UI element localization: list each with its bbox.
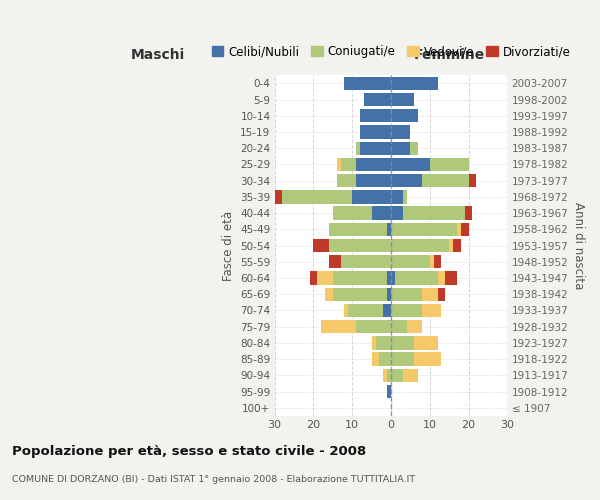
Legend: Celibi/Nubili, Coniugati/e, Vedovi/e, Divorziati/e: Celibi/Nubili, Coniugati/e, Vedovi/e, Di…	[207, 40, 575, 63]
Bar	[391, 126, 410, 138]
Bar	[391, 142, 410, 155]
Bar	[356, 142, 360, 155]
Bar	[453, 239, 461, 252]
Bar	[437, 288, 445, 301]
Text: Femmine: Femmine	[413, 48, 485, 62]
Text: Popolazione per età, sesso e stato civile - 2008: Popolazione per età, sesso e stato civil…	[12, 444, 366, 458]
Bar	[329, 239, 391, 252]
Bar	[422, 174, 469, 188]
Bar	[449, 239, 453, 252]
Bar	[422, 304, 442, 317]
Bar	[387, 385, 391, 398]
Bar	[337, 174, 356, 188]
Bar	[329, 255, 341, 268]
Bar	[360, 126, 391, 138]
Bar	[415, 336, 437, 349]
Bar	[310, 272, 317, 284]
Bar	[344, 304, 349, 317]
Bar	[434, 255, 442, 268]
Bar	[383, 304, 391, 317]
Bar	[391, 190, 403, 203]
Bar	[391, 352, 415, 366]
Bar	[391, 206, 403, 220]
Bar	[391, 174, 422, 188]
Bar	[356, 174, 391, 188]
Bar	[333, 206, 371, 220]
Bar	[391, 222, 457, 236]
Bar	[469, 174, 476, 188]
Bar	[391, 336, 415, 349]
Bar	[356, 158, 391, 171]
Bar	[275, 190, 283, 203]
Bar	[325, 288, 333, 301]
Bar	[356, 320, 391, 334]
Bar	[371, 206, 391, 220]
Bar	[391, 272, 395, 284]
Bar	[430, 255, 434, 268]
Bar	[391, 239, 449, 252]
Bar	[415, 352, 442, 366]
Bar	[349, 304, 383, 317]
Bar	[391, 93, 415, 106]
Bar	[333, 272, 387, 284]
Bar	[430, 158, 469, 171]
Bar	[352, 190, 391, 203]
Bar	[283, 190, 352, 203]
Bar	[391, 304, 422, 317]
Bar	[391, 368, 403, 382]
Bar	[461, 222, 469, 236]
Bar	[376, 336, 391, 349]
Bar	[317, 272, 333, 284]
Bar	[371, 336, 376, 349]
Bar	[364, 93, 391, 106]
Bar	[407, 320, 422, 334]
Bar	[360, 109, 391, 122]
Y-axis label: Fasce di età: Fasce di età	[221, 210, 235, 280]
Bar	[437, 272, 445, 284]
Bar	[422, 288, 437, 301]
Y-axis label: Anni di nascita: Anni di nascita	[572, 202, 585, 290]
Bar	[341, 255, 391, 268]
Bar	[383, 368, 387, 382]
Bar	[387, 272, 391, 284]
Text: COMUNE DI DORZANO (BI) - Dati ISTAT 1° gennaio 2008 - Elaborazione TUTTITALIA.IT: COMUNE DI DORZANO (BI) - Dati ISTAT 1° g…	[12, 475, 415, 484]
Bar	[457, 222, 461, 236]
Bar	[344, 77, 391, 90]
Bar	[445, 272, 457, 284]
Bar	[387, 288, 391, 301]
Bar	[387, 222, 391, 236]
Bar	[403, 206, 465, 220]
Bar	[387, 368, 391, 382]
Bar	[395, 272, 437, 284]
Bar	[391, 77, 437, 90]
Bar	[337, 158, 341, 171]
Bar	[391, 109, 418, 122]
Bar	[329, 222, 387, 236]
Bar	[379, 352, 391, 366]
Bar	[465, 206, 472, 220]
Bar	[391, 320, 407, 334]
Bar	[391, 288, 422, 301]
Bar	[391, 158, 430, 171]
Bar	[371, 352, 379, 366]
Bar	[410, 142, 418, 155]
Bar	[391, 255, 430, 268]
Bar	[341, 158, 356, 171]
Bar	[321, 320, 356, 334]
Bar	[403, 368, 418, 382]
Bar	[313, 239, 329, 252]
Bar	[360, 142, 391, 155]
Bar	[333, 288, 387, 301]
Bar	[403, 190, 407, 203]
Text: Maschi: Maschi	[131, 48, 185, 62]
